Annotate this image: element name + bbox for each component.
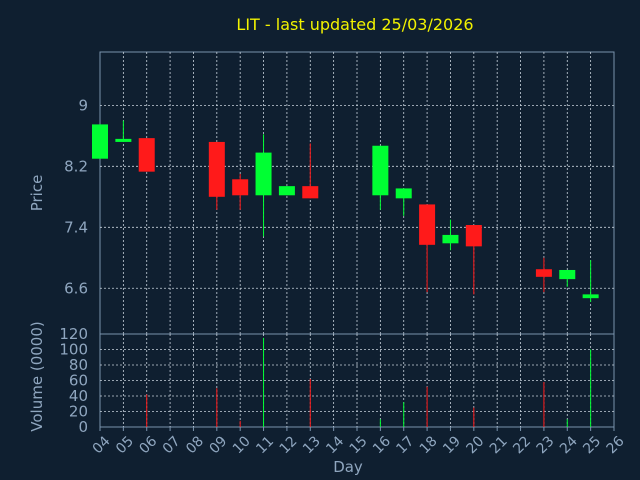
candle-body: [208, 141, 225, 197]
volume-tick-label: 0: [78, 418, 88, 436]
candle-body: [372, 145, 389, 196]
x-tick-label: 10: [230, 433, 254, 457]
price-tick-label: 8.2: [64, 157, 88, 175]
volume-tick-label: 120: [59, 325, 88, 343]
x-tick-label: 22: [510, 433, 534, 457]
volume-tick-label: 80: [69, 356, 88, 374]
price-tick-label: 6.6: [64, 279, 88, 297]
candle-body: [302, 186, 319, 199]
x-axis-label: Day: [333, 458, 363, 476]
x-tick-label: 17: [393, 433, 417, 457]
candle-body: [559, 269, 576, 280]
candle-body: [138, 138, 155, 172]
chart-title: LIT - last updated 25/03/2026: [236, 15, 473, 34]
candle-body: [255, 152, 272, 196]
candle-body: [92, 124, 108, 159]
candle-body: [115, 138, 132, 142]
price-panel: 6.6 7.4 8.2 9: [64, 51, 615, 335]
x-tick-label: 26: [604, 433, 628, 457]
x-tick-label: 12: [277, 433, 301, 457]
x-tick-label: 06: [136, 433, 160, 457]
x-tick-label: 14: [323, 433, 347, 457]
x-tick-label: 25: [580, 433, 604, 457]
x-tick-label: 15: [347, 433, 371, 457]
price-axis-label: Price: [28, 175, 46, 212]
candle-body: [395, 188, 412, 199]
x-tick-label: 04: [90, 433, 114, 457]
volume-tick-label: 60: [69, 372, 88, 390]
x-tick-label: 19: [440, 433, 464, 457]
price-tick-label: 9: [78, 96, 88, 114]
x-tick-label: 08: [183, 433, 207, 457]
x-tick-label: 20: [464, 433, 488, 457]
candle-body: [442, 234, 459, 244]
x-tick-label: 23: [534, 433, 558, 457]
x-tick-label: 13: [300, 433, 324, 457]
x-tick-label: 05: [113, 433, 137, 457]
x-tick-label: 11: [253, 433, 277, 457]
x-tick-label: 21: [487, 433, 511, 457]
x-tick-label: 16: [370, 433, 394, 457]
price-tick-label: 7.4: [64, 218, 88, 236]
candle-body: [582, 294, 599, 299]
candle-body: [278, 186, 295, 196]
volume-tick-label: 20: [69, 403, 88, 421]
x-tick-label: 07: [160, 433, 184, 457]
volume-axis-label: Volume (0000): [28, 321, 46, 431]
x-tick-label: 09: [207, 433, 231, 457]
candle-body: [232, 179, 249, 196]
volume-tick-label: 100: [59, 341, 88, 359]
x-tick-label: 24: [557, 433, 581, 457]
x-axis: 04 05 06 07 08 09 10 11 12 13 14 15 16 17 18 19 20 21 22 23…: [90, 427, 628, 457]
candle-body: [465, 225, 482, 247]
x-tick-label: 18: [417, 433, 441, 457]
candle-body: [419, 204, 436, 245]
candle-body: [535, 269, 552, 277]
volume-tick-label: 40: [69, 387, 88, 405]
